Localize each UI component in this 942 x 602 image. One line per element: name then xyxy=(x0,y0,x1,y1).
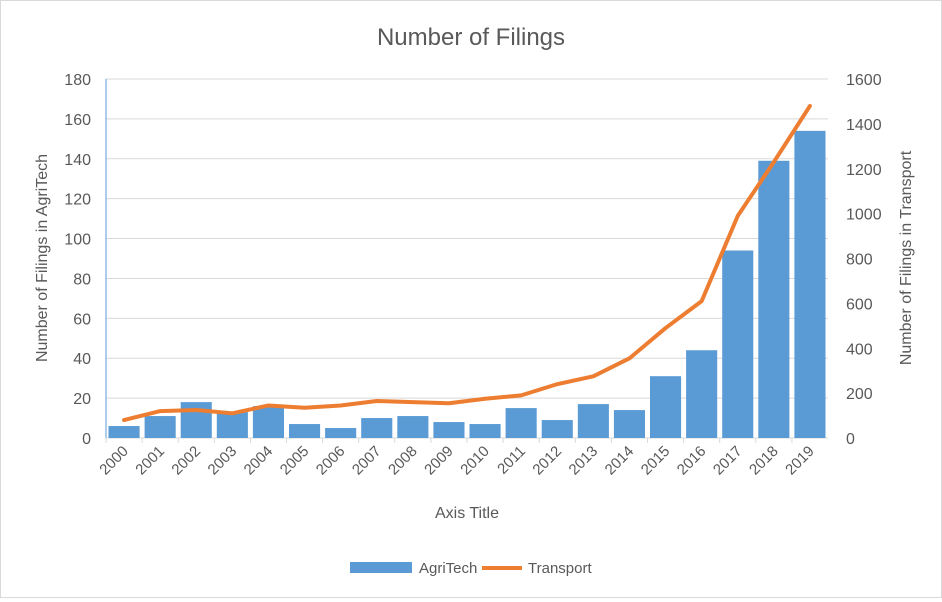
y-tick-label: 80 xyxy=(73,271,91,288)
bar-agritech-2013 xyxy=(578,404,609,438)
y-tick-label: 120 xyxy=(64,192,91,209)
bar-agritech-2008 xyxy=(397,416,428,438)
x-tick-label: 2003 xyxy=(205,443,241,479)
y-tick-label: 140 xyxy=(64,152,91,169)
y2-tick-label: 1600 xyxy=(846,72,882,89)
bar-agritech-2000 xyxy=(109,426,140,438)
bar-agritech-2016 xyxy=(686,350,717,438)
x-tick-label: 2019 xyxy=(782,443,818,479)
x-tick-label: 2007 xyxy=(349,443,385,479)
bar-agritech-2018 xyxy=(758,161,789,438)
x-tick-label: 2009 xyxy=(421,443,457,479)
y-axis-title: Number of Filings in AgriTech xyxy=(34,154,51,362)
bar-agritech-2019 xyxy=(794,131,825,438)
bar-agritech-2010 xyxy=(470,424,501,438)
y2-tick-label: 1200 xyxy=(846,162,882,179)
y-tick-label: 0 xyxy=(82,431,91,448)
y2-tick-label: 400 xyxy=(846,341,873,358)
x-tick-label: 2000 xyxy=(96,443,132,479)
y2-tick-label: 1000 xyxy=(846,207,882,224)
bar-agritech-2014 xyxy=(614,410,645,438)
y2-axis-title: Number of Filings in Transport xyxy=(898,150,915,365)
x-tick-label: 2011 xyxy=(494,443,529,478)
x-tick-label: 2004 xyxy=(241,443,277,479)
x-tick-label: 2017 xyxy=(710,443,746,479)
x-tick-label: 2012 xyxy=(529,443,565,479)
x-tick-label: 2008 xyxy=(385,443,421,479)
x-axis-title: Axis Title xyxy=(435,505,499,522)
y2-tick-label: 800 xyxy=(846,252,873,269)
y-tick-label: 60 xyxy=(73,311,91,328)
y-tick-label: 180 xyxy=(64,72,91,89)
bar-agritech-2002 xyxy=(181,402,212,438)
x-tick-label: 2002 xyxy=(168,443,204,479)
y-tick-label: 40 xyxy=(73,351,91,368)
bar-agritech-2003 xyxy=(217,412,248,438)
bar-agritech-2004 xyxy=(253,406,284,438)
y-tick-label: 100 xyxy=(64,232,91,249)
bar-agritech-2001 xyxy=(145,416,176,438)
y-tick-label: 160 xyxy=(64,112,91,129)
x-tick-label: 2014 xyxy=(602,443,638,479)
bar-agritech-2005 xyxy=(289,424,320,438)
x-tick-label: 2016 xyxy=(674,443,710,479)
y-tick-label: 20 xyxy=(73,391,91,408)
x-tick-label: 2005 xyxy=(277,443,313,479)
bar-agritech-2011 xyxy=(506,408,537,438)
bar-agritech-2006 xyxy=(325,428,356,438)
x-tick-label: 2018 xyxy=(746,443,782,479)
x-tick-label: 2013 xyxy=(566,443,602,479)
y2-tick-label: 600 xyxy=(846,296,873,313)
x-tick-label: 2001 xyxy=(132,443,168,479)
x-tick-label: 2010 xyxy=(457,443,493,479)
bar-agritech-2009 xyxy=(433,422,464,438)
y2-tick-label: 1400 xyxy=(846,117,882,134)
x-tick-label: 2015 xyxy=(638,443,674,479)
y2-tick-label: 200 xyxy=(846,386,873,403)
bar-agritech-2012 xyxy=(542,420,573,438)
bar-agritech-2015 xyxy=(650,376,681,438)
y2-tick-label: 0 xyxy=(846,431,855,448)
bar-agritech-2017 xyxy=(722,251,753,438)
x-tick-label: 2006 xyxy=(313,443,349,479)
legend-label-agritech: AgriTech xyxy=(419,560,477,577)
bar-agritech-2007 xyxy=(361,418,392,438)
legend-label-transport: Transport xyxy=(528,560,592,577)
chart-title: Number of Filings xyxy=(377,24,565,51)
legend-swatch-agritech xyxy=(350,562,412,573)
